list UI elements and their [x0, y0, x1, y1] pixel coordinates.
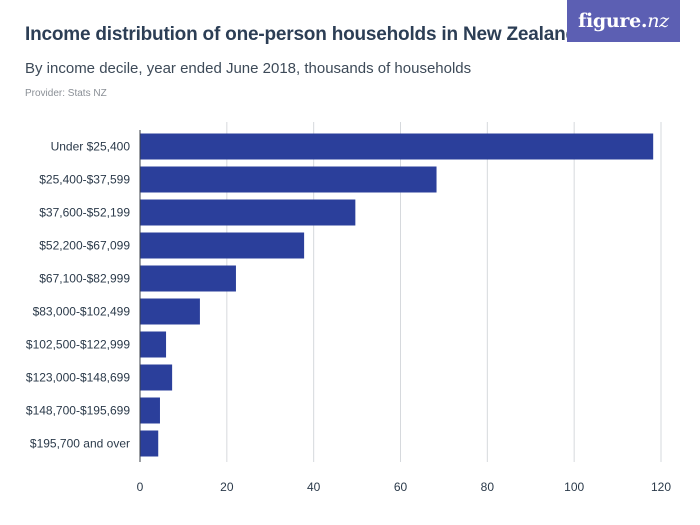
category-label: $195,700 and over [30, 437, 130, 451]
category-label: $25,400-$37,599 [39, 173, 130, 187]
category-label: $148,700-$195,699 [26, 404, 130, 418]
figure-nz-logo[interactable]: figure. nz [567, 0, 680, 42]
logo-text-accent: nz [647, 10, 669, 32]
x-tick-label: 80 [481, 480, 495, 494]
bar-8 [140, 397, 160, 424]
category-label: $123,000-$148,699 [26, 371, 130, 385]
bar-7 [140, 364, 173, 391]
bar-2 [140, 199, 356, 226]
category-label: Under $25,400 [51, 140, 131, 154]
x-tick-label: 0 [137, 480, 144, 494]
x-tick-label: 40 [307, 480, 321, 494]
bar-1 [140, 166, 437, 193]
chart-subtitle: By income decile, year ended June 2018, … [25, 60, 472, 77]
chart-title: Income distribution of one-person househ… [25, 24, 577, 45]
category-label: $67,100-$82,999 [39, 272, 130, 286]
x-tick-label: 120 [651, 480, 671, 494]
x-tick-label: 20 [220, 480, 234, 494]
category-label: $83,000-$102,499 [33, 305, 131, 319]
provider-text: Provider: Stats NZ [25, 88, 107, 99]
category-label: $102,500-$122,999 [26, 338, 130, 352]
bar-4 [140, 265, 236, 292]
category-label: $37,600-$52,199 [39, 206, 130, 220]
bar-5 [140, 298, 200, 325]
bar-9 [140, 430, 159, 457]
logo-text: figure. [578, 10, 648, 32]
bar-6 [140, 331, 167, 358]
x-tick-label: 60 [394, 480, 408, 494]
bar-0 [140, 133, 654, 160]
bar-3 [140, 232, 305, 259]
x-tick-label: 100 [564, 480, 584, 494]
category-label: $52,200-$67,099 [39, 239, 130, 253]
